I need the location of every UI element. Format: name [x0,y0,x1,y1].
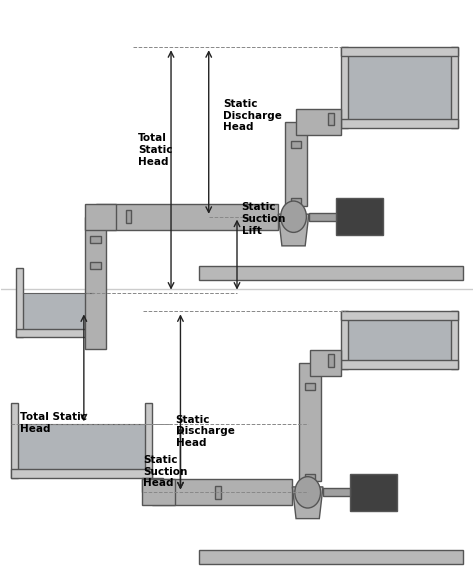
Bar [18,424,145,469]
Bar [23,293,93,329]
Bar [341,47,458,56]
Bar [305,474,315,481]
Bar [93,268,100,338]
Bar [147,497,157,504]
Bar [199,265,463,280]
Circle shape [295,477,320,508]
Text: Static
Suction
Head: Static Suction Head [143,455,187,488]
Bar [310,350,341,376]
Circle shape [281,201,306,233]
Text: Static
Suction
Lift: Static Suction Lift [242,203,286,235]
Bar [451,312,458,369]
Bar [85,204,116,230]
Bar [285,122,307,205]
Bar [341,312,348,369]
Text: Static
Discharge
Head: Static Discharge Head [176,415,235,448]
Bar [341,119,458,128]
Bar [350,474,397,511]
Text: Total
Static
Head: Total Static Head [138,133,173,167]
Bar [328,113,334,125]
Bar [96,204,278,230]
Bar [85,217,106,349]
Bar [215,486,221,499]
Text: Static
Discharge
Head: Static Discharge Head [223,99,282,132]
Bar [291,198,301,205]
Bar [126,211,131,223]
Bar [336,198,383,235]
Bar [323,488,350,496]
Bar [11,469,152,478]
Bar [91,262,101,269]
Bar [348,320,451,360]
Polygon shape [292,487,323,519]
Bar [91,236,101,243]
Bar [341,360,458,369]
Bar [296,109,341,135]
Bar [152,479,292,505]
Text: Total Static
Head: Total Static Head [20,412,87,433]
Bar [451,47,458,128]
Bar [305,383,315,389]
Bar [309,213,336,221]
Bar [147,483,157,490]
Polygon shape [278,214,309,246]
Bar [341,47,348,128]
Bar [199,550,463,564]
Bar [142,478,163,492]
Bar [145,403,152,478]
Bar [142,479,174,505]
Bar [16,268,23,338]
Bar [341,312,458,320]
Bar [300,363,320,481]
Bar [348,56,451,119]
Bar [328,354,334,366]
Bar [16,329,100,338]
Bar [11,403,18,478]
Bar [291,141,301,148]
